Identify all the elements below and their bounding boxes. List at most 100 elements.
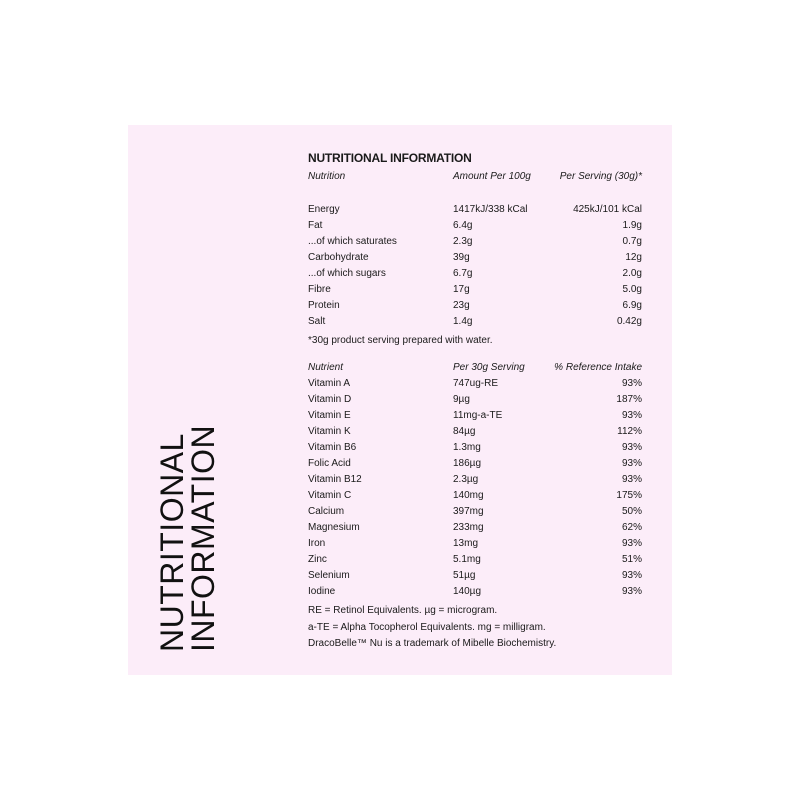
table-row: Salt 1.4g 0.42g (308, 314, 642, 330)
cell: Zinc (308, 554, 327, 565)
cell: Iodine (308, 586, 336, 597)
table-row: Iron 13mg 93% (308, 536, 642, 552)
cell: Salt (308, 316, 326, 327)
cell: Vitamin B12 (308, 474, 362, 485)
serving-footnote: *30g product serving prepared with water… (308, 335, 493, 346)
table-row: Iodine 140µg 93% (308, 584, 642, 600)
cell: 84µg (453, 426, 476, 437)
note-line: DracoBelle™ Nu is a trademark of Mibelle… (308, 638, 557, 649)
table-row: Vitamin B12 2.3µg 93% (308, 472, 642, 488)
table-row: ...of which saturates 2.3g 0.7g (308, 234, 642, 250)
table-row: Magnesium 233mg 62% (308, 520, 642, 536)
cell: 93% (621, 410, 642, 421)
cell: 93% (621, 442, 642, 453)
cell: 747ug-RE (453, 378, 499, 389)
cell: 6.7g (453, 268, 473, 279)
cell: 93% (621, 458, 642, 469)
cell: 5.1mg (453, 554, 481, 565)
table-row: Fat 6.4g 1.9g (308, 218, 642, 234)
cell: 1.9g (622, 220, 642, 231)
cell: 51µg (453, 570, 476, 581)
cell: Carbohydrate (308, 252, 369, 263)
cell: 1417kJ/338 kCal (453, 204, 528, 215)
cell: 112% (617, 426, 642, 437)
cell: 2.0g (622, 268, 642, 279)
cell: 23g (453, 300, 470, 311)
cell: 13mg (453, 538, 479, 549)
table-row: Energy 1417kJ/338 kCal 425kJ/101 kCal (308, 202, 642, 218)
cell: Selenium (308, 570, 350, 581)
cell: 0.7g (622, 236, 642, 247)
cell: Vitamin K (308, 426, 351, 437)
cell: 2.3g (453, 236, 473, 247)
table-row: Vitamin K 84µg 112% (308, 424, 642, 440)
cell: % Reference Intake (554, 362, 642, 373)
cell: 425kJ/101 kCal (573, 204, 642, 215)
cell: Per Serving (30g)* (559, 171, 642, 182)
table-row: Calcium 397mg 50% (308, 504, 642, 520)
cell: 140mg (453, 490, 484, 501)
cell: 93% (621, 538, 642, 549)
cell: 1.3mg (453, 442, 481, 453)
cell: 62% (621, 522, 642, 533)
table-row: Vitamin E 11mg-a-TE 93% (308, 408, 642, 424)
cell: Vitamin C (308, 490, 352, 501)
table-row: Vitamin B6 1.3mg 93% (308, 440, 642, 456)
info-panel (128, 125, 672, 675)
table-row: Vitamin A 747ug-RE 93% (308, 376, 642, 392)
table-row: Folic Acid 186µg 93% (308, 456, 642, 472)
note-line: a-TE = Alpha Tocopherol Equivalents. mg … (308, 621, 546, 633)
cell: Nutrition (308, 171, 346, 182)
cell: Fat (308, 220, 323, 231)
cell: 93% (621, 474, 642, 485)
cell: 17g (453, 284, 470, 295)
cell: 1.4g (453, 316, 473, 327)
cell: Vitamin B6 (308, 442, 357, 453)
cell: Folic Acid (308, 458, 351, 469)
table-row: Protein 23g 6.9g (308, 298, 642, 314)
cell: 2.3µg (453, 474, 479, 485)
table-row: Vitamin D 9µg 187% (308, 392, 642, 408)
cell: ...of which saturates (308, 236, 397, 247)
cell: 50% (621, 506, 642, 517)
nutrient-table: Nutrient Per 30g Serving % Reference Intak… (308, 360, 642, 600)
side-title-line2: INFORMATION (185, 424, 221, 652)
cell: 93% (621, 570, 642, 581)
cell: Per 30g Serving (453, 362, 525, 373)
table-row: Carbohydrate 39g 12g (308, 250, 642, 266)
cell: Amount Per 100g (453, 171, 531, 182)
cell: ...of which sugars (308, 268, 386, 279)
cell: 93% (621, 378, 642, 389)
cell: 397mg (453, 506, 484, 517)
cell: 39g (453, 252, 470, 263)
cell: 11mg-a-TE (453, 410, 503, 421)
cell: 233mg (453, 522, 484, 533)
cell: Vitamin A (308, 378, 351, 389)
cell: 12g (625, 252, 642, 263)
cell: 93% (621, 586, 642, 597)
cell: 0.42g (616, 316, 642, 327)
table-row: Selenium 51µg 93% (308, 568, 642, 584)
cell: Protein (308, 300, 340, 311)
cell: Calcium (308, 506, 345, 517)
cell: 5.0g (622, 284, 642, 295)
table-row: Fibre 17g 5.0g (308, 282, 642, 298)
side-title: NUTRITIONAL INFORMATION (154, 424, 221, 652)
cell: Fibre (308, 284, 331, 295)
cell: Energy (308, 204, 340, 215)
table-row: Vitamin C 140mg 175% (308, 488, 642, 504)
table-row: Zinc 5.1mg 51% (308, 552, 642, 568)
cell: Vitamin D (308, 394, 352, 405)
cell: 51% (621, 554, 642, 565)
table-row: ...of which sugars 6.7g 2.0g (308, 266, 642, 282)
cell: 9µg (453, 394, 470, 405)
table-header: Nutrition Amount Per 100g Per Serving (30g… (308, 169, 642, 185)
cell: 140µg (453, 586, 482, 597)
cell: 6.9g (622, 300, 642, 311)
nutrition-table: Nutrition Amount Per 100g Per Serving (30g… (308, 169, 642, 330)
cell: Iron (308, 538, 326, 549)
cell: 186µg (453, 458, 482, 469)
cell: 6.4g (453, 220, 473, 231)
note-line: RE = Retinol Equivalents. µg = microgram… (308, 605, 498, 616)
cell: 187% (616, 394, 642, 405)
